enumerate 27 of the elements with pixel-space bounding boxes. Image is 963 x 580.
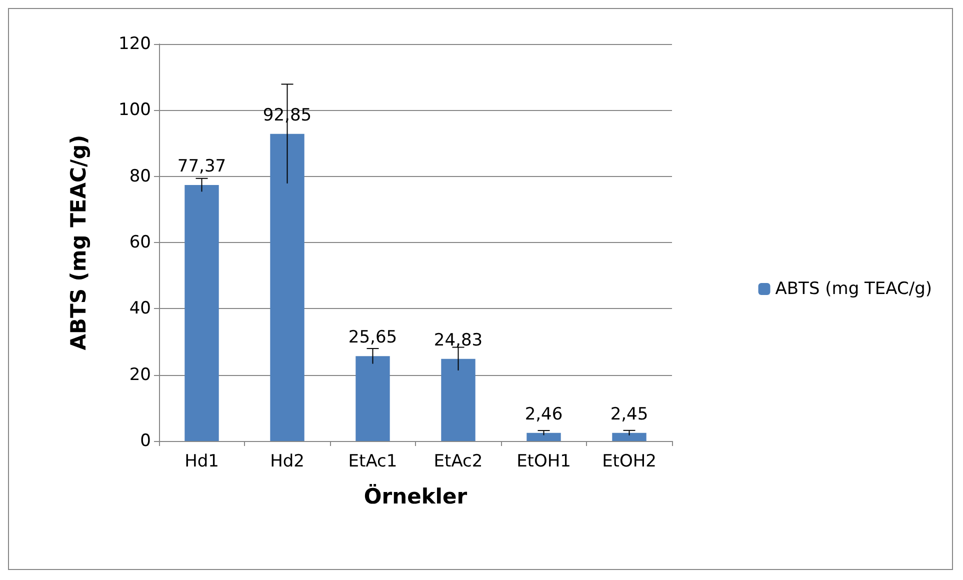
x-tick-label: EtAc2 — [434, 452, 483, 472]
x-tick-label: Hd1 — [184, 452, 219, 472]
bar — [612, 432, 646, 441]
y-tick-label: 100 — [118, 100, 151, 120]
x-tick-label: EtAc1 — [348, 452, 398, 472]
y-tick-label: 120 — [118, 34, 151, 54]
bar — [356, 356, 390, 441]
x-tick-label: EtOH1 — [516, 452, 571, 472]
bar — [270, 134, 304, 441]
x-tick-label: EtOH2 — [602, 452, 656, 472]
data-label: 25,65 — [348, 328, 398, 348]
x-tick-label: Hd2 — [270, 452, 304, 472]
data-label: 77,37 — [177, 156, 226, 177]
y-tick-label: 0 — [140, 431, 151, 451]
y-axis-title: ABTS (mg TEAC/g) — [66, 134, 90, 350]
bar — [184, 185, 219, 441]
legend-label: ABTS (mg TEAC/g) — [775, 279, 932, 299]
y-tick-label: 40 — [129, 298, 151, 319]
data-label: 2,45 — [610, 404, 648, 424]
bar — [441, 358, 476, 441]
y-tick-label: 20 — [129, 364, 151, 385]
data-label: 2,46 — [524, 404, 563, 424]
x-axis-title: Örnekler — [364, 484, 468, 508]
data-label: 24,83 — [434, 330, 483, 350]
y-tick-label: 80 — [129, 166, 151, 186]
bar — [526, 432, 561, 441]
y-tick-label: 60 — [129, 232, 151, 252]
